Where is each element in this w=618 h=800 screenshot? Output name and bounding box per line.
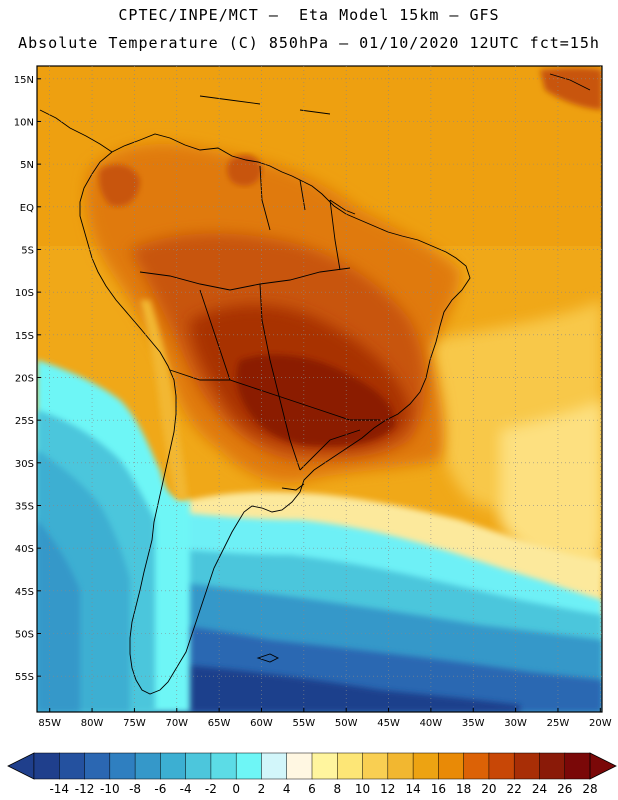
colorbar-swatch <box>185 752 212 780</box>
lon-label: 70W <box>165 718 188 729</box>
colorbar-swatch <box>109 752 136 780</box>
amazon-mouth <box>329 199 356 215</box>
colorbar-label: 26 <box>557 782 572 796</box>
plot-frame <box>36 65 603 713</box>
colorbar-swatch <box>463 752 490 780</box>
colorbar-label: 6 <box>308 782 316 796</box>
lon-label: 45W <box>377 718 400 729</box>
colorbar-label: -6 <box>154 782 166 796</box>
colorbar-label: -8 <box>129 782 141 796</box>
colorbar-label: -4 <box>180 782 192 796</box>
lat-label: 5N <box>20 160 34 171</box>
lat-label: 50S <box>15 629 34 640</box>
colorbar-swatch <box>33 752 60 780</box>
colorbar-label: 0 <box>232 782 240 796</box>
longitude-labels: 85W 80W 75W 70W 65W 60W 55W 50W 45W 40W 35W 30W 25W 2… <box>38 718 611 729</box>
colorbar-swatch <box>488 752 515 780</box>
lat-label: 20S <box>15 373 34 384</box>
colorbar-swatch <box>286 752 313 780</box>
colorbar-swatch <box>412 752 439 780</box>
coastlines <box>39 73 591 695</box>
south-america-coast <box>79 133 471 695</box>
colorbar-label: 24 <box>532 782 547 796</box>
colorbar-swatch <box>84 752 111 780</box>
colorbar-swatch <box>235 752 263 780</box>
map-title-line2: Absolute Temperature (C) 850hPa — 01/10/… <box>18 34 600 52</box>
lon-label: 30W <box>504 718 527 729</box>
colorbar-swatch <box>564 752 591 780</box>
lon-label: 80W <box>81 718 104 729</box>
lon-label: 20W <box>589 718 612 729</box>
lat-label: 45S <box>15 587 34 598</box>
lat-label: 35S <box>15 501 34 512</box>
central-america <box>39 109 113 153</box>
colorbar-swatch <box>387 752 414 780</box>
colorbar-label: -14 <box>49 782 69 796</box>
lon-label: 40W <box>420 718 443 729</box>
lat-label: 25S <box>15 416 34 427</box>
colorbar-labels: -14 -12 -10 -8 -6 -4 -2 0 2 4 6 8 10 12 14 16 18 20 22 24 26… <box>49 782 597 796</box>
colorbar-swatch <box>539 752 566 780</box>
colorbar-swatch <box>210 752 237 780</box>
colorbar-swatch <box>59 752 86 780</box>
colorbar-label: 28 <box>582 782 597 796</box>
colorbar-min-arrow <box>7 752 35 780</box>
lat-label: 55S <box>15 672 34 683</box>
colorbar-label: 16 <box>431 782 446 796</box>
lat-label: 15S <box>15 331 34 342</box>
colorbar-swatch <box>134 752 161 780</box>
colorbar-label: 22 <box>507 782 522 796</box>
rio-de-la-plata <box>281 483 305 491</box>
falklands <box>256 653 280 663</box>
lon-label: 35W <box>462 718 485 729</box>
colorbar-max-arrow <box>589 752 617 780</box>
colorbar-swatch <box>362 752 389 780</box>
colorbar-swatch <box>261 752 288 780</box>
lat-label: 15N <box>14 75 34 86</box>
colorbar-label: 4 <box>283 782 291 796</box>
colorbar-label: -12 <box>75 782 95 796</box>
map-title-line1: CPTEC/INPE/MCT — Eta Model 15km — GFS <box>118 6 500 24</box>
lon-label: 55W <box>293 718 316 729</box>
colorbar-swatch <box>438 752 465 780</box>
lon-label: 60W <box>250 718 273 729</box>
lon-label: 65W <box>208 718 231 729</box>
caribbean-islands <box>199 73 591 115</box>
lon-label: 50W <box>335 718 358 729</box>
temperature-field <box>37 66 602 712</box>
colorbar-label: 18 <box>456 782 471 796</box>
lon-label: 75W <box>123 718 146 729</box>
latitude-labels: 15N 10N 5N EQ 5S 10S 15S 20S 25S 30S 35S 40S 45S 50S 5… <box>14 75 34 683</box>
colorbar-swatch <box>513 752 541 780</box>
colorbar-swatch <box>311 752 338 780</box>
lon-label: 85W <box>38 718 61 729</box>
colorbar-label: 14 <box>405 782 420 796</box>
colorbar-label: -2 <box>205 782 217 796</box>
colorbar-swatch <box>337 752 364 780</box>
colorbar <box>7 752 617 780</box>
colorbar-label: 20 <box>481 782 496 796</box>
colorbar-label: 2 <box>258 782 266 796</box>
lat-label: 40S <box>15 544 34 555</box>
lat-label: 10S <box>15 288 34 299</box>
colorbar-label: 10 <box>355 782 370 796</box>
country-borders <box>139 165 380 471</box>
lat-label: 30S <box>15 459 34 470</box>
colorbar-label: 8 <box>333 782 341 796</box>
lat-label: EQ <box>20 203 34 214</box>
lat-label: 5S <box>21 245 34 256</box>
lon-label: 25W <box>547 718 570 729</box>
colorbar-swatch <box>160 752 187 780</box>
lat-label: 10N <box>14 117 34 128</box>
graticule <box>37 66 602 712</box>
colorbar-label: -10 <box>100 782 120 796</box>
colorbar-label: 12 <box>380 782 395 796</box>
